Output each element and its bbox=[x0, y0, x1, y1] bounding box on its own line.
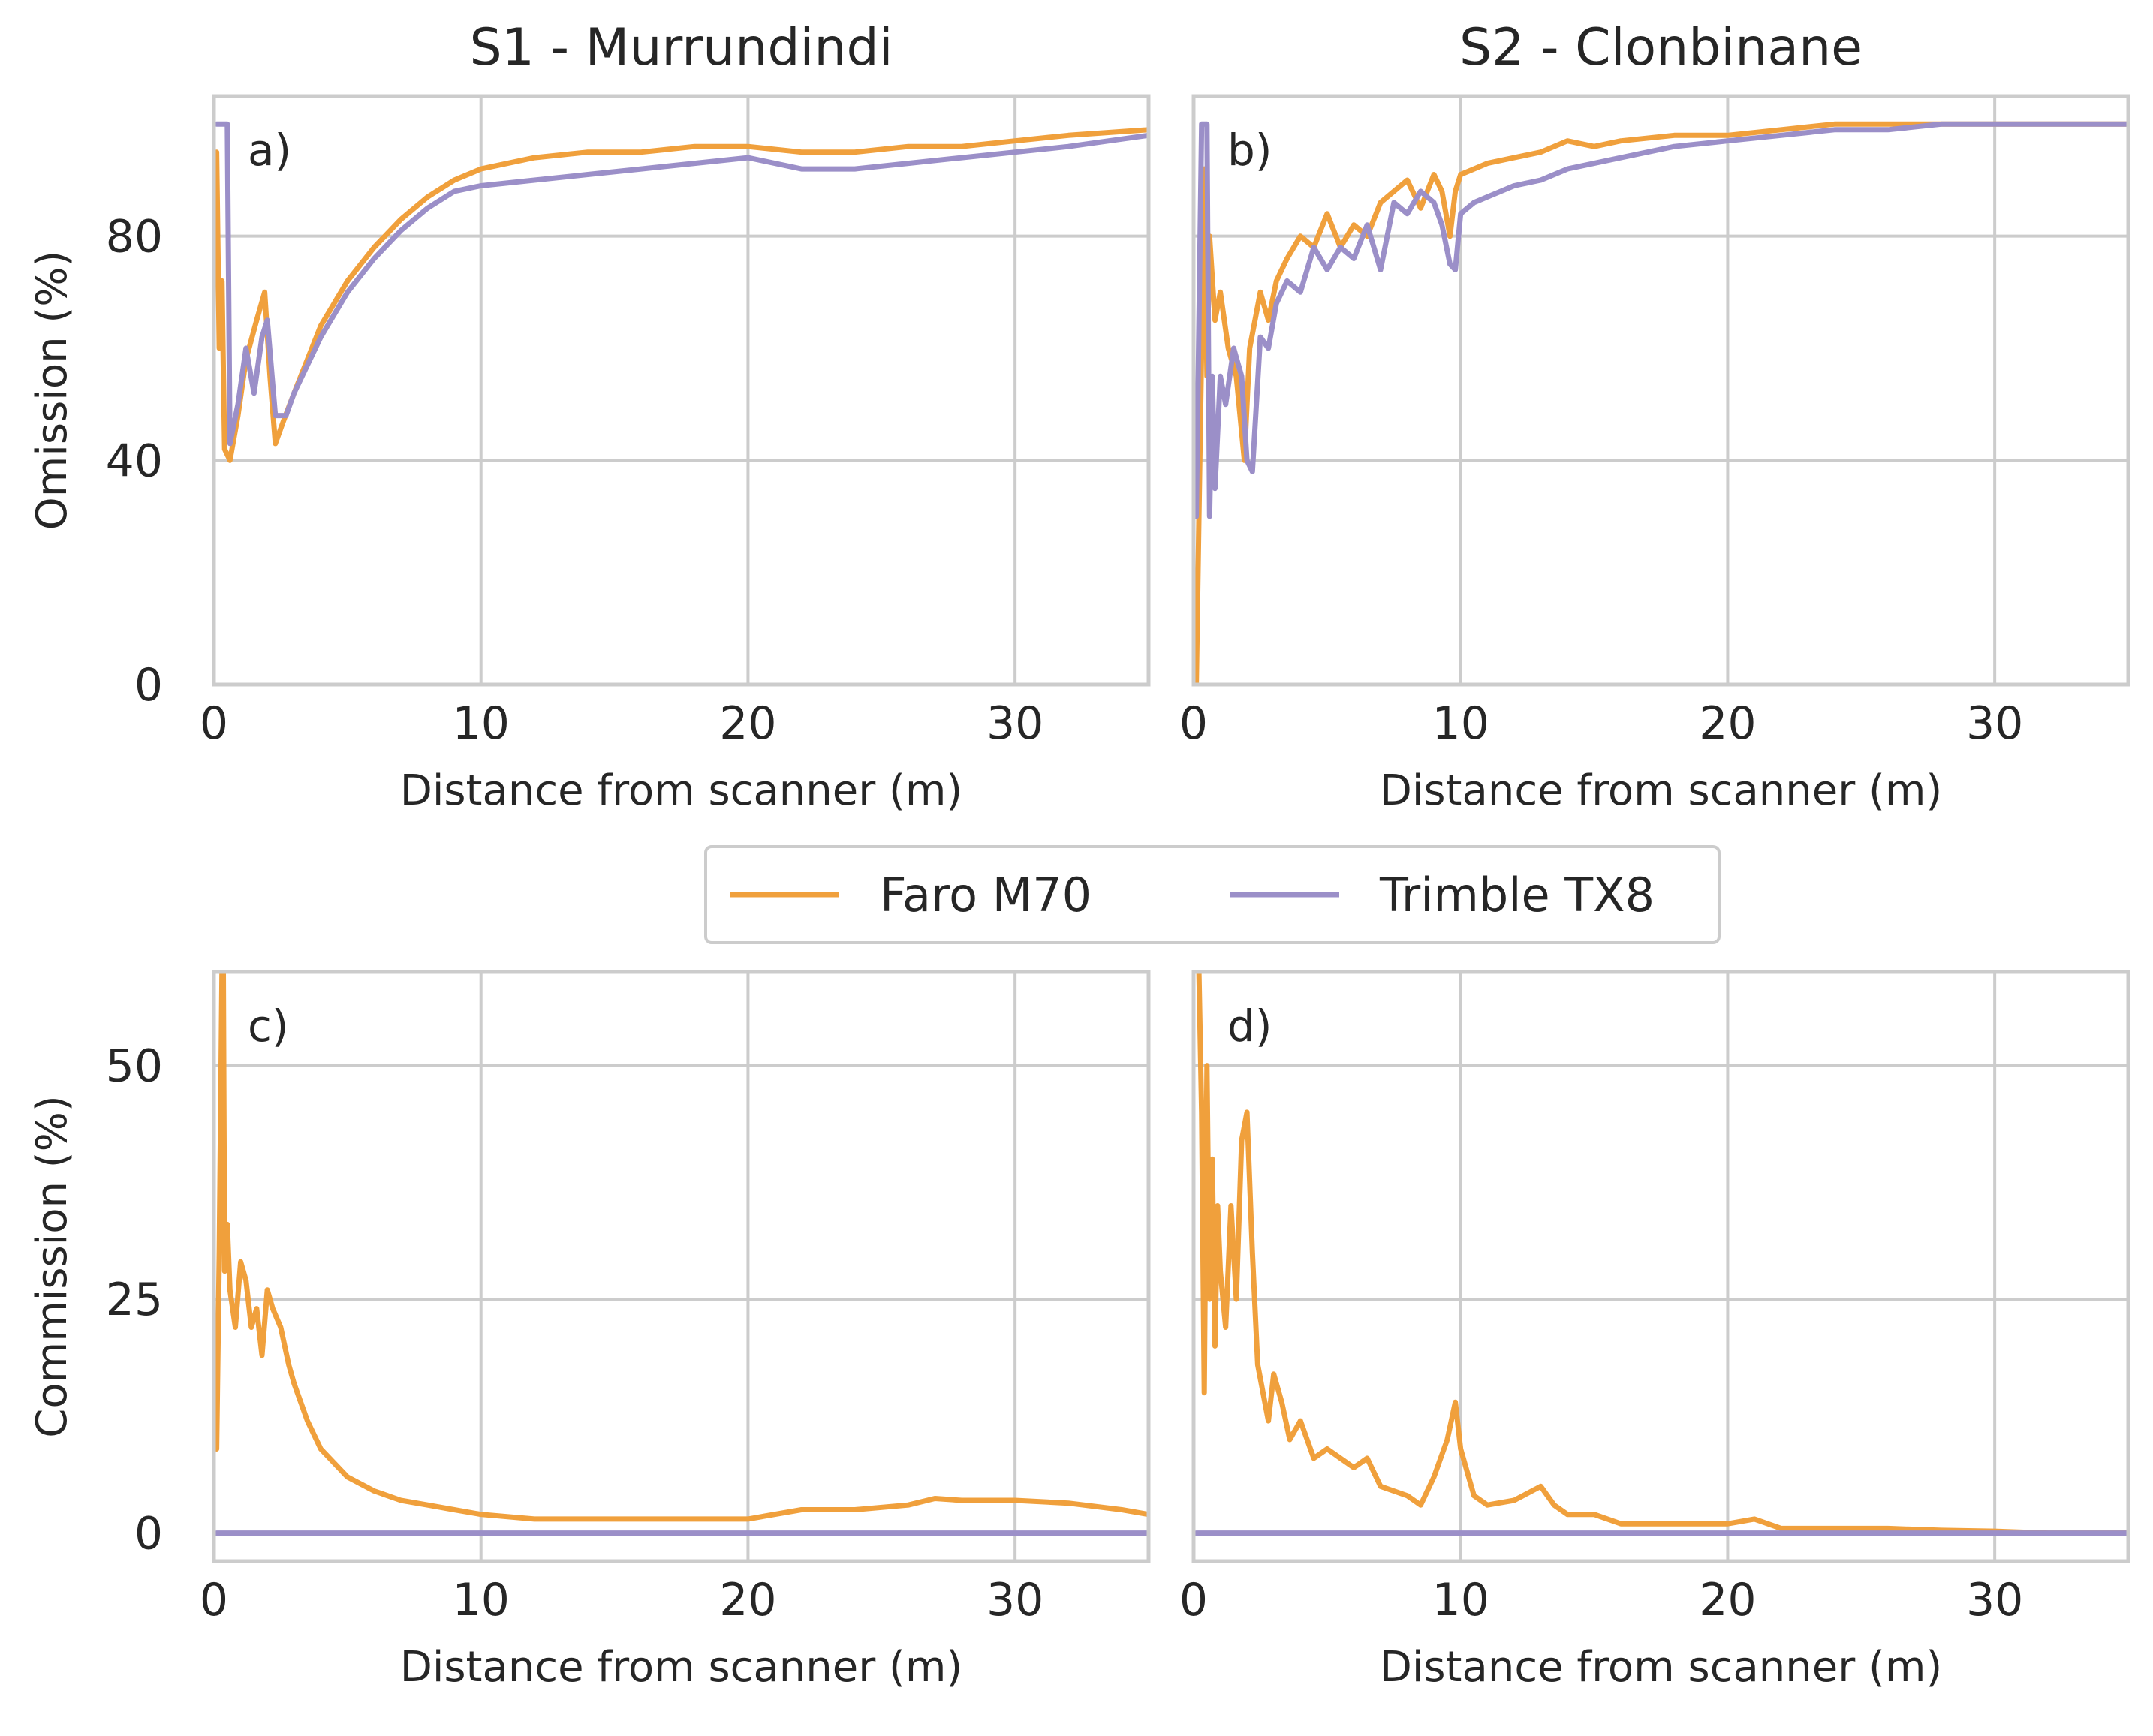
series-line-faro bbox=[214, 972, 1149, 1522]
panel-title: S1 - Murrundindi bbox=[469, 18, 893, 77]
x-tick-label: 10 bbox=[453, 697, 510, 750]
y-tick-label: 0 bbox=[134, 1508, 163, 1560]
series-line-trimble bbox=[1194, 121, 2128, 519]
x-tick-label: 20 bbox=[1699, 1574, 1756, 1626]
legend: Faro M70 Trimble TX8 bbox=[704, 845, 1721, 944]
axes-frame bbox=[1191, 94, 2130, 687]
y-tick-label: 80 bbox=[106, 211, 163, 263]
x-axis-label: Distance from scanner (m) bbox=[1380, 766, 1943, 815]
panel-letter: b) bbox=[1227, 125, 1272, 176]
panel-title: S2 - Clonbinane bbox=[1459, 18, 1862, 77]
panel-letter: a) bbox=[248, 125, 291, 176]
panel-b: 0 10 20 30 Distance from scanner (m) S2 - Clo… bbox=[1179, 18, 2130, 815]
x-tick-label: 30 bbox=[986, 1574, 1043, 1626]
x-axis-label: Distance from scanner (m) bbox=[400, 766, 963, 815]
x-tick-label: 0 bbox=[200, 1574, 228, 1626]
panel-letter: d) bbox=[1227, 1000, 1272, 1052]
x-tick-label: 10 bbox=[1432, 1574, 1489, 1626]
series-line-faro bbox=[1196, 972, 2128, 1536]
x-tick-label: 30 bbox=[986, 697, 1043, 750]
y-tick-label: 0 bbox=[134, 659, 163, 712]
y-axis-label: Omission (%) bbox=[28, 251, 77, 531]
x-tick-label: 10 bbox=[1432, 697, 1489, 750]
series-line-faro bbox=[214, 127, 1149, 463]
x-tick-label: 20 bbox=[1699, 697, 1756, 750]
x-tick-label: 0 bbox=[1179, 697, 1208, 750]
x-tick-label: 20 bbox=[719, 1574, 776, 1626]
axes-frame bbox=[1191, 970, 2130, 1563]
y-tick-label: 25 bbox=[106, 1274, 163, 1326]
x-tick-label: 10 bbox=[453, 1574, 510, 1626]
series-line-faro bbox=[1194, 121, 2128, 684]
panel-c: 0 10 20 30 0 25 50 Distance from scanner (m) Com… bbox=[28, 970, 1151, 1692]
x-axis-label: Distance from scanner (m) bbox=[400, 1643, 963, 1692]
x-tick-label: 30 bbox=[1966, 697, 2023, 750]
legend-label-trimble: Trimble TX8 bbox=[1379, 868, 1655, 922]
axes-frame bbox=[212, 970, 1151, 1563]
legend-box bbox=[704, 845, 1721, 944]
x-tick-label: 0 bbox=[1179, 1574, 1208, 1626]
x-tick-label: 20 bbox=[719, 697, 776, 750]
y-tick-label: 50 bbox=[106, 1040, 163, 1093]
y-tick-label: 40 bbox=[106, 435, 163, 487]
y-axis-label: Commission (%) bbox=[28, 1095, 77, 1437]
x-tick-label: 30 bbox=[1966, 1574, 2023, 1626]
panel-a: 0 10 20 30 0 40 80 Distance from scanner (m) Omi… bbox=[28, 18, 1151, 815]
panel-d: 0 10 20 30 Distance from scanner (m) d) bbox=[1179, 970, 2130, 1692]
series-line-trimble bbox=[214, 121, 1149, 447]
panel-letter: c) bbox=[248, 1000, 289, 1052]
x-tick-label: 0 bbox=[200, 697, 228, 750]
legend-label-faro: Faro M70 bbox=[880, 868, 1092, 922]
x-axis-label: Distance from scanner (m) bbox=[1380, 1643, 1943, 1692]
axes-frame bbox=[212, 94, 1151, 687]
